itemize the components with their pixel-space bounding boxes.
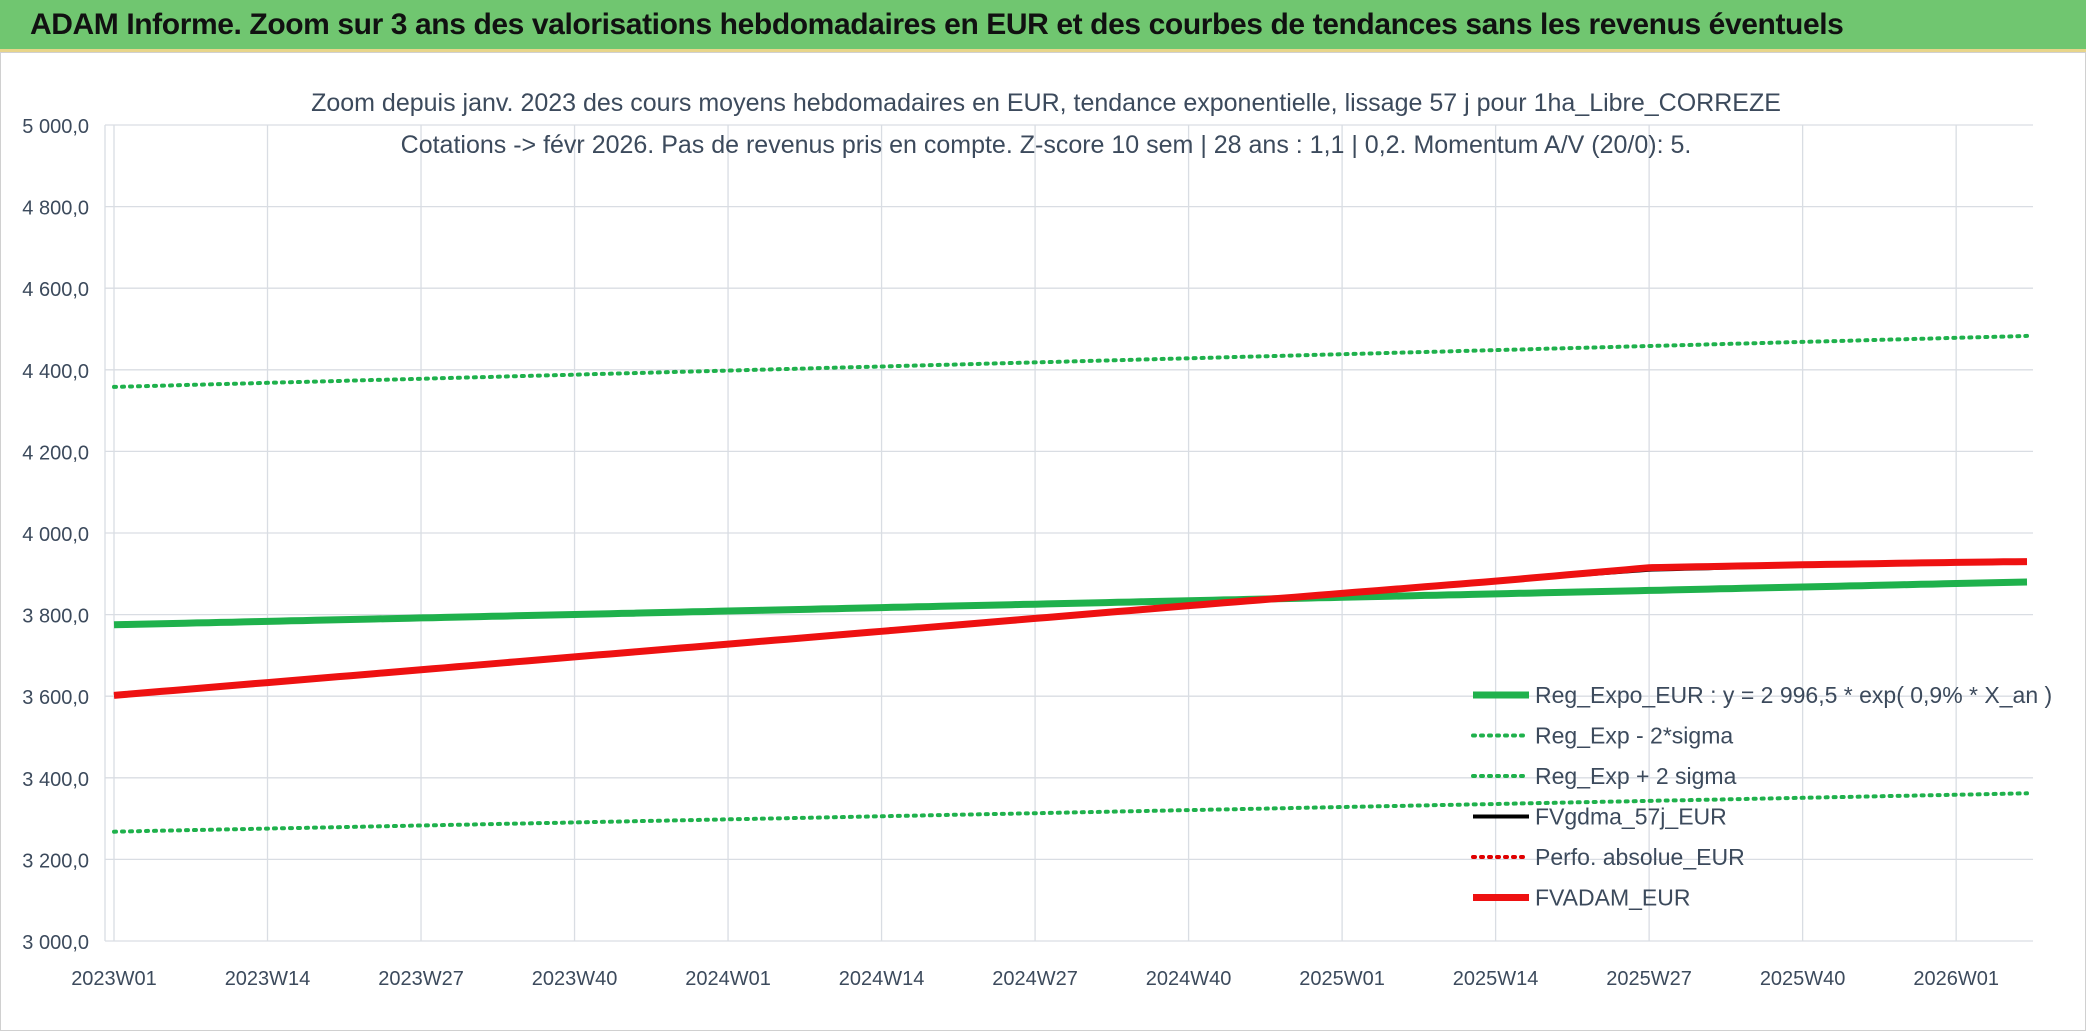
x-tick-label: 2024W14: [839, 968, 925, 990]
series-line-1: [112, 791, 2029, 834]
series-line-5: [113, 558, 2028, 699]
x-tick-label: 2025W27: [1606, 968, 1692, 990]
chart-title-layer: Zoom depuis janv. 2023 des cours moyens …: [311, 89, 1781, 159]
y-tick-label: 4 200,0: [22, 442, 89, 464]
legend-label: Reg_Exp + 2 sigma: [1535, 763, 1737, 789]
report-title: ADAM Informe. Zoom sur 3 ans des valoris…: [30, 8, 1844, 41]
y-tick-label: 4 600,0: [22, 279, 89, 301]
series-line-2: [112, 333, 2029, 389]
chart-frame: Zoom depuis janv. 2023 des cours moyens …: [0, 52, 2086, 1031]
y-tick-label: 4 400,0: [22, 361, 89, 383]
x-tick-label: 2023W14: [225, 968, 311, 990]
series-line-0: [113, 578, 2028, 629]
x-tick-label: 2025W40: [1760, 968, 1846, 990]
legend-label: Perfo. absolue_EUR: [1535, 844, 1745, 870]
x-tick-label: 2023W27: [378, 968, 464, 990]
axis-layer: 3 000,0 3 200,0 3 400,0 3 600,0 3 800,0 4 000…: [22, 116, 1999, 990]
y-tick-label: 3 000,0: [22, 932, 89, 954]
x-tick-label: 2023W01: [71, 968, 157, 990]
chart-title: Zoom depuis janv. 2023 des cours moyens …: [311, 89, 1781, 117]
x-tick-label: 2023W40: [532, 968, 618, 990]
series-line-3: [113, 559, 2028, 698]
x-tick-label: 2024W40: [1146, 968, 1232, 990]
report-banner: ADAM Informe. Zoom sur 3 ans des valoris…: [0, 0, 2086, 52]
y-tick-label: 5 000,0: [22, 116, 89, 138]
grid-layer: [104, 124, 2033, 942]
y-tick-label: 4 800,0: [22, 198, 89, 220]
legend-label: FVADAM_EUR: [1535, 885, 1691, 911]
legend-label: Reg_Exp - 2*sigma: [1535, 723, 1733, 749]
series-layer: [112, 333, 2029, 834]
chart-svg: Zoom depuis janv. 2023 des cours moyens …: [22, 89, 2052, 990]
x-tick-label: 2025W01: [1299, 968, 1385, 990]
y-tick-label: 3 200,0: [22, 850, 89, 872]
legend: Reg_Expo_EUR : y = 2 996,5 * exp( 0,9% *…: [1471, 682, 2052, 911]
chart-subtitle: Cotations -> févr 2026. Pas de revenus p…: [401, 131, 1692, 159]
y-tick-label: 3 400,0: [22, 769, 89, 791]
x-tick-label: 2025W14: [1453, 968, 1539, 990]
y-tick-label: 4 000,0: [22, 524, 89, 546]
legend-label: Reg_Expo_EUR : y = 2 996,5 * exp( 0,9% *…: [1535, 682, 2052, 708]
x-tick-label: 2024W01: [685, 968, 771, 990]
y-tick-label: 3 600,0: [22, 687, 89, 709]
y-tick-label: 3 800,0: [22, 606, 89, 628]
x-tick-label: 2026W01: [1913, 968, 1999, 990]
x-tick-label: 2024W27: [992, 968, 1078, 990]
legend-label: FVgdma_57j_EUR: [1535, 804, 1727, 830]
